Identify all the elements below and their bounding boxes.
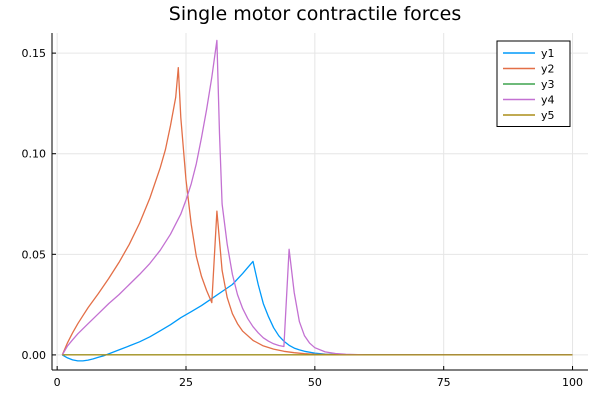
y-tick-label: 0.10 [22, 148, 47, 161]
series-line-y2 [61, 66, 573, 356]
tick-labels: 0 25 50 75 100 0.00 0.05 0.10 0.15 [22, 47, 584, 389]
legend-label-y5: y5 [541, 109, 555, 122]
chart-title: Single motor contractile forces [169, 3, 461, 25]
legend-label-y3: y3 [541, 78, 555, 91]
axes [51, 33, 588, 371]
legend-label-y2: y2 [541, 63, 555, 76]
x-tick-label: 75 [437, 376, 451, 389]
y-tick-label: 0.00 [22, 349, 47, 362]
x-tick-label: 50 [308, 376, 322, 389]
x-tick-label: 25 [179, 376, 193, 389]
series-line-y4 [61, 39, 573, 356]
legend-label-y4: y4 [541, 94, 555, 107]
x-tick-label: 0 [54, 376, 61, 389]
legend: y1 y2 y3 y4 y5 [496, 40, 571, 127]
legend-label-y1: y1 [541, 47, 555, 60]
y-tick-label: 0.05 [22, 248, 47, 261]
y-tick-label: 0.15 [22, 47, 47, 60]
plot-area [61, 39, 573, 362]
series-line-y1 [61, 260, 573, 362]
x-tick-label: 100 [562, 376, 583, 389]
